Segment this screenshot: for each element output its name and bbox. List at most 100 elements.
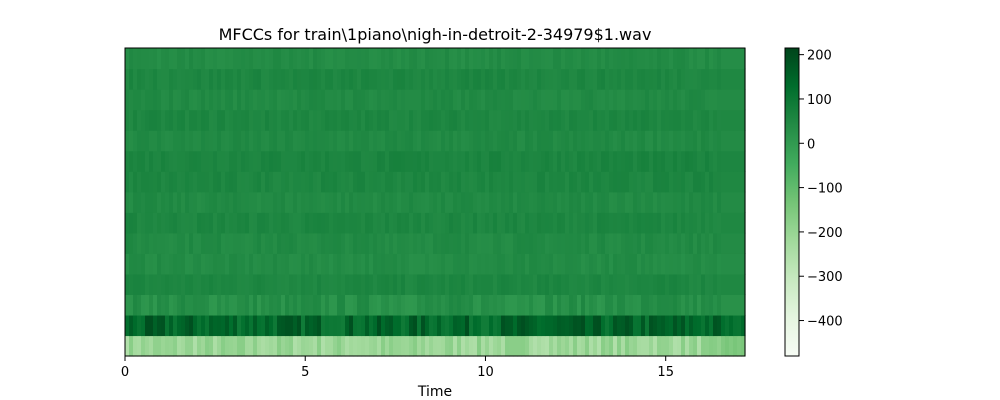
heatmap-cell [569, 109, 574, 131]
heatmap-cell [137, 68, 142, 90]
heatmap-cell [333, 191, 338, 213]
heatmap-cell [221, 48, 226, 70]
heatmap-cell [433, 314, 438, 337]
heatmap-cell [157, 48, 162, 70]
heatmap-cell [173, 89, 178, 111]
heatmap-cell [197, 273, 202, 295]
heatmap-cell [509, 109, 514, 131]
heatmap-cell [597, 253, 602, 275]
heatmap-cell [345, 48, 350, 70]
heatmap-cell [345, 335, 350, 357]
heatmap-cell [717, 48, 722, 70]
heatmap-cell [565, 171, 570, 193]
heatmap-cell [129, 130, 134, 152]
heatmap-cell [609, 335, 614, 357]
heatmap-cell [689, 273, 694, 295]
heatmap-cell [697, 191, 702, 213]
heatmap-cell [677, 130, 682, 152]
heatmap-cell [437, 150, 442, 172]
heatmap-cell [461, 314, 466, 337]
heatmap-cell [677, 294, 682, 316]
heatmap-cell [265, 150, 270, 172]
heatmap-cell [697, 130, 702, 152]
heatmap-cell [581, 191, 586, 213]
heatmap-cell [665, 68, 670, 90]
heatmap-cell [673, 109, 678, 131]
heatmap-cell [533, 171, 538, 193]
heatmap-cell [297, 109, 302, 131]
heatmap-cell [381, 191, 386, 213]
heatmap-cell [257, 232, 262, 254]
heatmap-cell [693, 48, 698, 70]
heatmap-cell [637, 212, 642, 234]
heatmap-cell [625, 150, 630, 172]
heatmap-cell [217, 273, 222, 295]
heatmap-cell [353, 150, 358, 172]
heatmap-cell [397, 109, 402, 131]
heatmap-cell [137, 232, 142, 254]
heatmap-cell [177, 130, 182, 152]
heatmap-cell [729, 48, 734, 70]
heatmap-cell [145, 171, 150, 193]
heatmap-cell [377, 109, 382, 131]
heatmap-cell [573, 89, 578, 111]
heatmap-cell [249, 191, 254, 213]
heatmap-cell [369, 273, 374, 295]
heatmap-cell [245, 273, 250, 295]
heatmap-cell [633, 191, 638, 213]
heatmap-cell [173, 294, 178, 316]
heatmap-cell [361, 191, 366, 213]
heatmap-cell [205, 314, 210, 337]
heatmap-cell [529, 335, 534, 357]
heatmap-cell [149, 150, 154, 172]
heatmap-cell [377, 48, 382, 70]
heatmap-cell [697, 48, 702, 70]
heatmap-cell [549, 273, 554, 295]
heatmap-cell [161, 150, 166, 172]
heatmap-cell [613, 253, 618, 275]
heatmap-cell [561, 130, 566, 152]
heatmap-cell [581, 68, 586, 90]
heatmap-cell [277, 212, 282, 234]
heatmap-cell [637, 68, 642, 90]
heatmap-cell [545, 171, 550, 193]
heatmap-cell [289, 150, 294, 172]
heatmap-cell [329, 314, 334, 337]
heatmap-cell [497, 48, 502, 70]
heatmap-cell [589, 48, 594, 70]
heatmap-cell [545, 335, 550, 357]
heatmap-cell [213, 232, 218, 254]
heatmap-cell [189, 130, 194, 152]
heatmap-cell [493, 109, 498, 131]
x-axis-label: Time [417, 384, 452, 400]
heatmap-cell [457, 232, 462, 254]
heatmap-cell [597, 273, 602, 295]
heatmap-cell [597, 294, 602, 316]
heatmap-cell [653, 130, 658, 152]
heatmap-cell [533, 212, 538, 234]
heatmap-cell [453, 232, 458, 254]
heatmap-cell [573, 294, 578, 316]
heatmap-cell [349, 150, 354, 172]
heatmap-cell [165, 68, 170, 90]
heatmap-cell [589, 89, 594, 111]
heatmap-cell [257, 212, 262, 234]
heatmap-cell [669, 294, 674, 316]
heatmap-cell [713, 109, 718, 131]
heatmap-cell [149, 171, 154, 193]
heatmap-cell [313, 232, 318, 254]
heatmap-cell [473, 109, 478, 131]
heatmap-cell [549, 212, 554, 234]
heatmap-cell [333, 253, 338, 275]
heatmap-cell [597, 89, 602, 111]
heatmap-cell [549, 253, 554, 275]
heatmap-cell [437, 335, 442, 357]
heatmap-cell [525, 68, 530, 90]
heatmap-cell [729, 273, 734, 295]
heatmap-cell [293, 89, 298, 111]
heatmap-cell [189, 191, 194, 213]
heatmap-cell [365, 109, 370, 131]
heatmap-cell [709, 294, 714, 316]
heatmap-cell [445, 48, 450, 70]
